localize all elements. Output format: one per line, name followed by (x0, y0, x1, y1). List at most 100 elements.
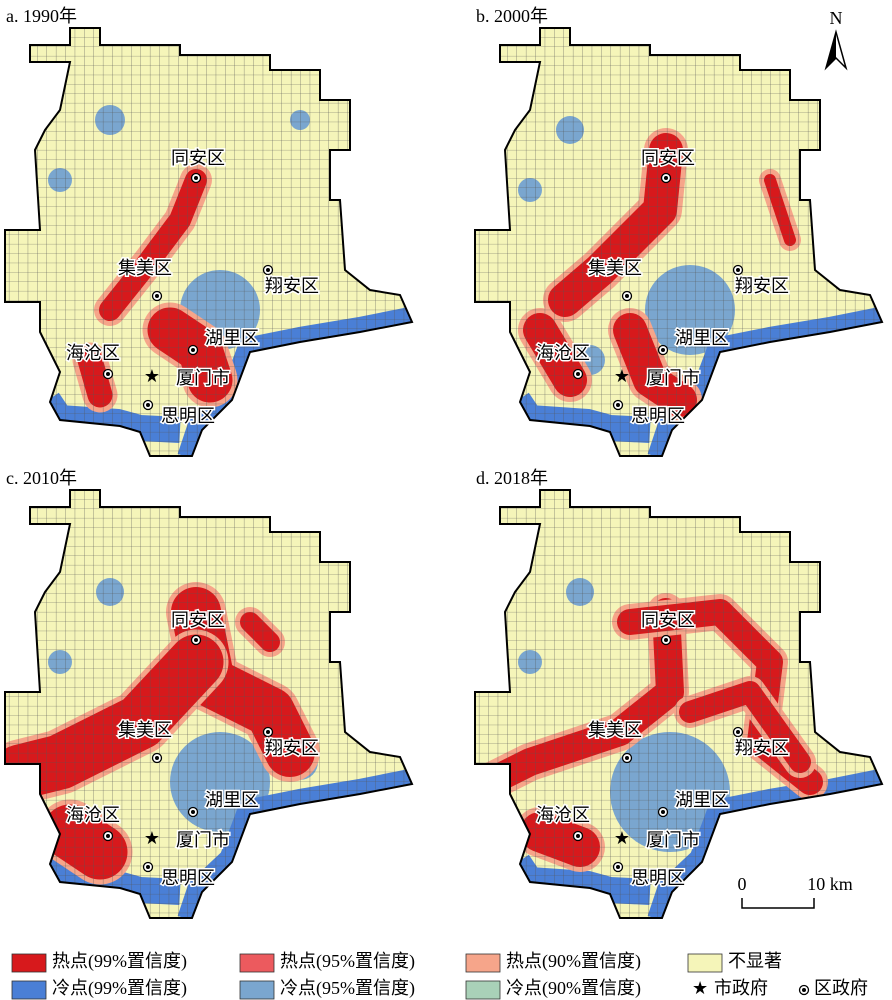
district-gov-dot (191, 810, 195, 814)
place-label: 思明区 (631, 868, 685, 888)
district-gov-dot (194, 176, 198, 180)
city-gov-symbol: ★ (614, 828, 630, 848)
place-label: 海沧区 (536, 805, 590, 825)
place-label: 厦门市 (646, 368, 700, 388)
panel-title: d. 2018年 (476, 468, 548, 488)
place-label: 翔安区 (735, 276, 789, 296)
district-gov-dot (155, 756, 159, 760)
scale-line (741, 898, 815, 909)
grid-cells (5, 490, 412, 918)
place-label: 思明区 (631, 406, 685, 426)
district-gov-dot (266, 730, 270, 734)
place-label: 海沧区 (66, 805, 120, 825)
map-body (475, 490, 882, 918)
legend-swatch (239, 980, 275, 1000)
city-gov-symbol: ★ (614, 366, 630, 386)
grid-cells (475, 490, 882, 918)
district-gov-dot (661, 810, 665, 814)
place-label: 湖里区 (205, 790, 259, 810)
place-label: 厦门市 (176, 830, 230, 850)
legend-star: ★ (692, 978, 708, 998)
legend-label: 冷点(90%置信度) (506, 978, 641, 999)
district-gov-dot (155, 294, 159, 298)
district-gov-dot (664, 176, 668, 180)
district-gov-dot (146, 403, 150, 407)
grid-cells (5, 28, 412, 456)
city-gov-symbol: ★ (144, 366, 160, 386)
district-gov-dot (146, 865, 150, 869)
district-gov-dot (625, 756, 629, 760)
map-body (5, 490, 412, 918)
place-label: 湖里区 (675, 328, 729, 348)
panel-title: a. 1990年 (6, 6, 77, 26)
grid-cells (475, 28, 882, 456)
place-label: 湖里区 (205, 328, 259, 348)
legend-swatch (687, 953, 723, 973)
legend-swatch (465, 953, 501, 973)
panel-title: b. 2000年 (476, 6, 548, 26)
district-gov-dot (661, 348, 665, 352)
place-label: 厦门市 (646, 830, 700, 850)
place-label: 翔安区 (265, 738, 319, 758)
legend-label: 热点(90%置信度) (506, 951, 641, 972)
legend-label: 区政府 (814, 978, 868, 998)
district-gov-dot (616, 403, 620, 407)
place-label: 集美区 (118, 258, 172, 278)
legend-district-dot (802, 988, 806, 992)
legend-label: 冷点(99%置信度) (52, 978, 187, 999)
place-label: 同安区 (171, 148, 225, 168)
place-label: 同安区 (171, 610, 225, 630)
legend-swatch (11, 980, 47, 1000)
map-body (475, 28, 882, 456)
district-gov-dot (194, 638, 198, 642)
legend-swatch (465, 980, 501, 1000)
city-gov-symbol: ★ (144, 828, 160, 848)
place-label: 厦门市 (176, 368, 230, 388)
legend-label: 热点(95%置信度) (280, 951, 415, 972)
district-gov-dot (106, 834, 110, 838)
legend-label: 热点(99%置信度) (52, 951, 187, 972)
district-gov-dot (625, 294, 629, 298)
panel-title: c. 2010年 (6, 468, 77, 488)
legend-label: 市政府 (714, 978, 768, 998)
place-label: 集美区 (588, 258, 642, 278)
district-gov-dot (266, 268, 270, 272)
scale-bar: 0 10 km (738, 874, 853, 909)
district-gov-dot (106, 372, 110, 376)
place-label: 翔安区 (265, 276, 319, 296)
place-label: 集美区 (118, 720, 172, 740)
legend: 热点(99%置信度) 热点(95%置信度) 热点(90%置信度) 不显著冷点(99%置… (11, 951, 868, 1000)
district-gov-dot (664, 638, 668, 642)
scale-start: 0 (738, 874, 747, 894)
district-gov-dot (576, 834, 580, 838)
legend-swatch (239, 953, 275, 973)
north-arrow: N (824, 8, 848, 71)
district-gov-dot (576, 372, 580, 376)
scale-end: 10 km (807, 874, 853, 894)
place-label: 海沧区 (66, 343, 120, 363)
legend-label: 冷点(95%置信度) (280, 978, 415, 999)
place-label: 思明区 (161, 406, 215, 426)
place-label: 同安区 (641, 610, 695, 630)
north-label: N (830, 8, 843, 28)
district-gov-dot (191, 348, 195, 352)
place-label: 同安区 (641, 148, 695, 168)
north-arrow-half (826, 32, 836, 68)
district-gov-dot (616, 865, 620, 869)
district-gov-dot (736, 730, 740, 734)
place-label: 集美区 (588, 720, 642, 740)
place-label: 海沧区 (536, 343, 590, 363)
map-body (5, 28, 412, 456)
place-label: 翔安区 (735, 738, 789, 758)
legend-swatch (11, 953, 47, 973)
place-label: 湖里区 (675, 790, 729, 810)
place-label: 思明区 (161, 868, 215, 888)
legend-label: 不显著 (728, 951, 782, 971)
district-gov-dot (736, 268, 740, 272)
